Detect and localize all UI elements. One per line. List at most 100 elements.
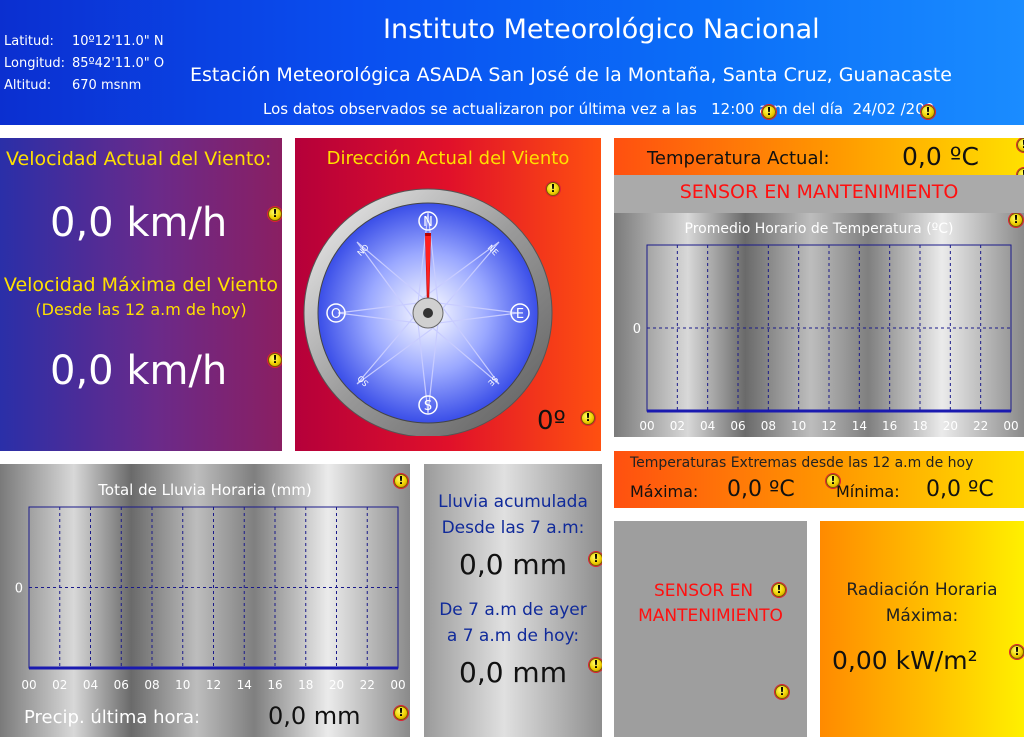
rain-last-hour-label: Precip. última hora: xyxy=(24,707,201,728)
warning-icon xyxy=(394,474,408,488)
warning-icon xyxy=(589,658,602,672)
temperature-chart-x-tick: 06 xyxy=(730,419,745,433)
rain-chart-x-tick: 02 xyxy=(52,678,67,692)
temperature-chart-x-tick: 02 xyxy=(670,419,685,433)
warning-icon xyxy=(775,685,789,699)
rain-prev-value: 0,0 mm xyxy=(459,656,567,689)
rain-prev-label-1: De 7 a.m de ayer xyxy=(439,600,587,620)
rain-chart-x-tick: 14 xyxy=(237,678,252,692)
rain-last-hour-value: 0,0 mm xyxy=(268,702,361,730)
rain-accumulated-panel: Lluvia acumulada Desde las 7 a.m: 0,0 mm… xyxy=(424,464,602,737)
rain-chart-x-tick: 04 xyxy=(83,678,98,692)
compass-n-ring xyxy=(418,211,438,231)
longitude-value: 85º42'11.0" O xyxy=(72,56,165,71)
radiation-label-1: Radiación Horaria xyxy=(846,580,998,600)
compass-rose xyxy=(337,212,519,414)
radiation-sensor-panel: SENSOR EN MANTENIMIENTO xyxy=(614,521,807,737)
radiation-status-1: SENSOR EN xyxy=(654,581,754,601)
wind-direction-panel: Dirección Actual del Viento xyxy=(295,138,601,451)
altitude: Altitud: 670 msnm xyxy=(4,78,141,93)
warning-icon xyxy=(921,105,935,119)
warning-icon xyxy=(762,105,776,119)
extremes-label: Temperaturas Extremas desde las 12 a.m d… xyxy=(630,455,974,471)
temperature-chart-x-tick: 08 xyxy=(761,419,776,433)
temperature-chart-title: Promedio Horario de Temperatura (ºC) xyxy=(684,221,954,237)
update-mid: del día xyxy=(792,100,844,118)
compass-e: E xyxy=(516,307,524,322)
extremes-max-value: 0,0 ºC xyxy=(727,477,795,502)
rain-chart-x-tick: 06 xyxy=(114,678,129,692)
temperature-extremes: Temperaturas Extremas desde las 12 a.m d… xyxy=(614,451,1024,508)
altitude-label: Altitud: xyxy=(4,78,52,93)
extremes-min-label: Mínima: xyxy=(836,482,900,501)
update-prefix: Los datos observados se actualizaron por… xyxy=(263,100,697,118)
rain-chart-plot: 000 02 04 06 08 10 12 14 16 18 20 22 00 xyxy=(15,506,406,692)
rain-chart-x-tick: 08 xyxy=(144,678,159,692)
radiation-status-2: MANTENIMIENTO xyxy=(638,606,783,626)
radiation-label-2: Máxima: xyxy=(885,606,959,626)
latitude-label: Latitud: xyxy=(4,34,54,49)
temperature-chart-x-tick: 18 xyxy=(912,419,927,433)
compass-s-ring xyxy=(418,395,438,415)
warning-icon xyxy=(581,411,595,425)
compass: N S E O NE NO SE SO xyxy=(303,188,553,436)
warning-icon xyxy=(589,552,602,566)
rain-chart-x-tick: 16 xyxy=(267,678,282,692)
warning-icon xyxy=(1009,213,1023,227)
rain-chart-x-tick: 10 xyxy=(175,678,190,692)
altitude-value: 670 msnm xyxy=(72,78,142,93)
warning-icon xyxy=(394,706,408,720)
rain-acc-value: 0,0 mm xyxy=(459,548,567,581)
warning-icon xyxy=(826,474,840,488)
latitude-value: 10º12'11.0" N xyxy=(72,34,164,49)
warning-icon xyxy=(546,182,560,196)
max-wind-label: Velocidad Máxima del Viento xyxy=(3,274,279,296)
compass-o-ring xyxy=(326,303,346,323)
current-wind-label: Velocidad Actual del Viento: xyxy=(6,148,272,170)
latitude: Latitud: 10º12'11.0" N xyxy=(4,34,164,49)
temperature-chart-x-tick: 00 xyxy=(639,419,654,433)
warning-icon xyxy=(1010,645,1024,659)
rain-chart-y-tick: 0 xyxy=(15,582,23,597)
rain-chart-x-tick: 00 xyxy=(21,678,36,692)
update-info: Los datos observados se actualizaron por… xyxy=(263,100,934,118)
temperature-value: 0,0 ºC xyxy=(902,142,979,171)
temperature-chart-x-tick: 10 xyxy=(791,419,806,433)
compass-o: O xyxy=(331,307,341,322)
warning-icon xyxy=(268,353,282,367)
longitude-label: Longitud: xyxy=(4,56,66,71)
rain-chart: Total de Lluvia Horaria (mm) 0 00 02 04 06 08… xyxy=(0,464,410,737)
temperature-chart-x-tick: 22 xyxy=(973,419,988,433)
warning-icon xyxy=(772,583,786,597)
rain-chart-x-tick: 18 xyxy=(298,678,313,692)
temperature-chart-x-tick: 04 xyxy=(700,419,715,433)
temperature-chart: Promedio Horario de Temperatura (ºC) 0 00… xyxy=(614,213,1024,437)
temperature-chart-y-tick: 0 xyxy=(633,322,641,337)
header: Latitud: 10º12'11.0" N Longitud: 85º42'11.… xyxy=(0,0,1024,125)
compass-e-ring xyxy=(510,303,530,323)
rain-chart-x-tick: 22 xyxy=(360,678,375,692)
radiation-value: 0,00 kW/m² xyxy=(832,646,978,675)
page-title: Instituto Meteorológico Nacional xyxy=(383,14,820,45)
temperature-chart-x-tick: 16 xyxy=(882,419,897,433)
wind-direction-label: Dirección Actual del Viento xyxy=(326,148,570,169)
warning-icon xyxy=(1017,138,1024,152)
station-name: Estación Meteorológica ASADA San José de… xyxy=(190,64,952,86)
extremes-max-label: Máxima: xyxy=(630,482,699,501)
rain-acc-label-1: Lluvia acumulada xyxy=(438,492,588,512)
max-wind-value: 0,0 km/h xyxy=(50,348,228,394)
temperature-chart-x-tick: 20 xyxy=(943,419,958,433)
warning-icon xyxy=(268,207,282,221)
temperature-label: Temperatura Actual: xyxy=(647,148,830,169)
rain-chart-x-tick: 00 xyxy=(390,678,405,692)
compass-n: N xyxy=(423,215,433,230)
radiation-panel: Radiación Horaria Máxima: 0,00 kW/m² xyxy=(820,521,1024,737)
rain-chart-x-tick: 12 xyxy=(206,678,221,692)
update-date: 24/02 /200 xyxy=(852,100,935,118)
temperature-chart-x-tick: 14 xyxy=(852,419,867,433)
compass-s: S xyxy=(424,399,432,414)
wind-direction-value: 0º xyxy=(537,406,566,436)
rain-prev-label-2: a 7 a.m de hoy: xyxy=(446,626,580,646)
rain-acc-label-2: Desde las 7 a.m: xyxy=(441,518,585,538)
extremes-min-value: 0,0 ºC xyxy=(926,477,994,502)
